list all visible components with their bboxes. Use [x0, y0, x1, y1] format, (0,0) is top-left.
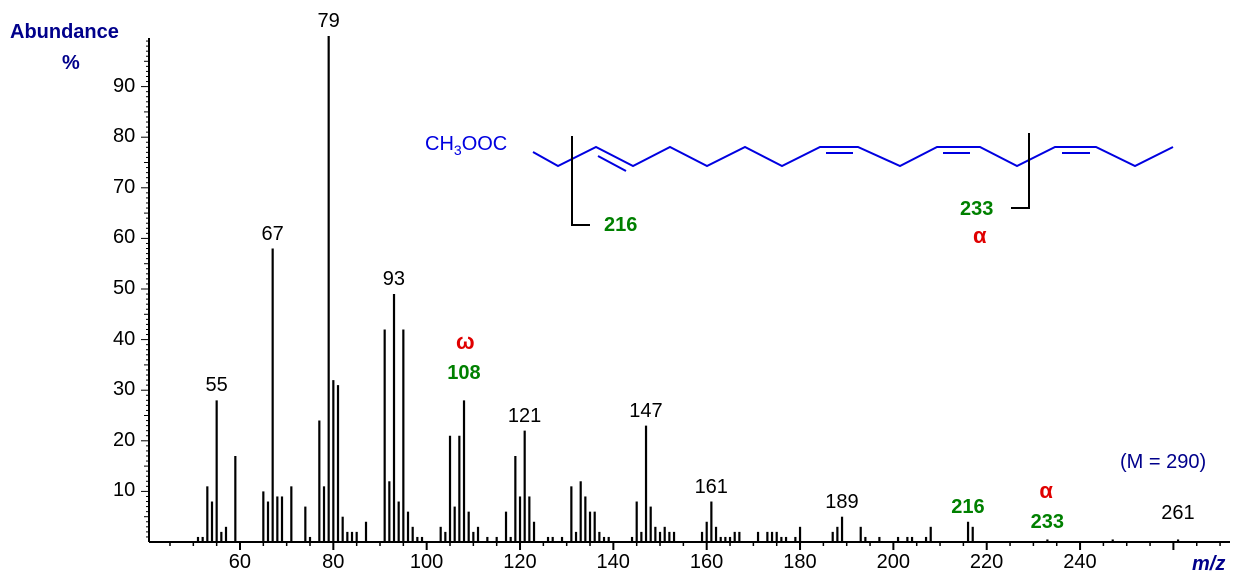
peak-label-67: 67: [261, 222, 284, 245]
alpha-marker: α: [1039, 478, 1053, 503]
x-tick-label: 120: [503, 551, 537, 573]
x-tick-label: 60: [228, 551, 252, 573]
y-axis-unit: %: [62, 52, 80, 74]
y-tick-label: 80: [113, 125, 136, 148]
x-tick-label: 200: [876, 551, 910, 573]
x-tick-label: 180: [783, 551, 817, 573]
peak-label-93: 93: [382, 268, 406, 291]
y-tick-label: 40: [113, 327, 136, 350]
x-tick-label: 100: [409, 551, 444, 573]
molecule-structure: [532, 133, 1174, 226]
y-tick-label: 30: [113, 378, 136, 401]
fragment-label-233: 233: [960, 198, 994, 220]
peak-label-55: 55: [205, 374, 228, 397]
peak-label-108: 108: [447, 362, 481, 385]
y-tick-label: 60: [113, 226, 136, 249]
fragment-label-216: 216: [604, 214, 638, 236]
y-tick-label: 90: [113, 74, 136, 97]
peak-label-189: 189: [825, 490, 859, 513]
peak-label-216: 216: [951, 496, 985, 518]
x-axis-title: m/z: [1192, 553, 1226, 575]
peak-label-261: 261: [1161, 502, 1195, 524]
y-tick-label: 10: [113, 479, 136, 502]
x-tick-label: 160: [689, 551, 724, 573]
y-axis-title: Abundance: [10, 21, 119, 43]
ester-group-label: CH3OOC: [425, 133, 508, 158]
y-tick-label: 70: [113, 175, 136, 198]
y-tick-label: 20: [113, 428, 136, 451]
alpha-marker-structure: α: [973, 223, 987, 248]
omega-marker: ω: [456, 329, 475, 355]
x-tick-label: 220: [969, 551, 1004, 573]
y-tick-label: 50: [113, 277, 136, 299]
spectrum-peaks: [196, 36, 1180, 542]
molecular-mass-note: (M = 290): [1120, 451, 1207, 473]
x-tick-label: 140: [596, 551, 630, 573]
peak-label-121: 121: [507, 404, 542, 427]
peak-label-233: 233: [1030, 511, 1064, 533]
axes: [141, 38, 1230, 550]
peak-label-79: 79: [317, 10, 340, 32]
peak-label-147: 147: [629, 399, 663, 422]
x-tick-label: 240: [1063, 551, 1097, 573]
peak-label-161: 161: [694, 475, 728, 498]
x-tick-label: 80: [322, 551, 345, 573]
